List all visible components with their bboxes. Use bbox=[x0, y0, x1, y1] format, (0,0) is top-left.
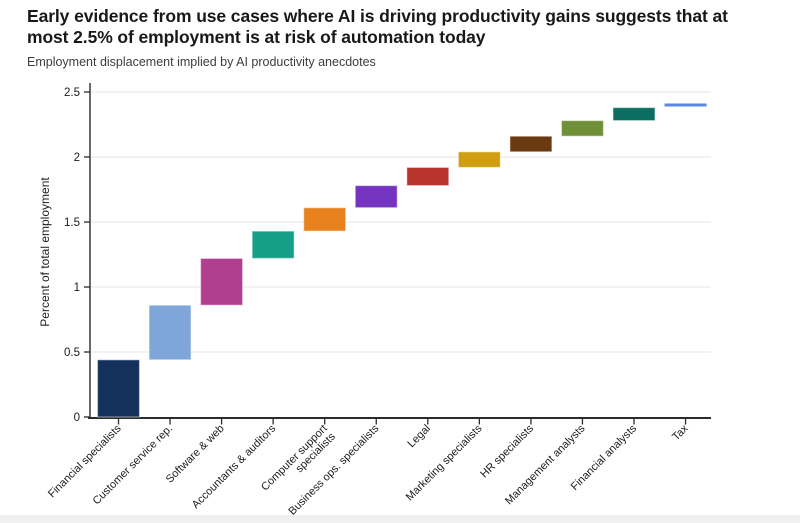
y-tick-label-0: 0 bbox=[74, 412, 80, 424]
chart-title-line-2: most 2.5% of employment is at risk of au… bbox=[27, 27, 486, 47]
bar-management-analysts bbox=[560, 119, 605, 137]
y-tick-label-0.5: 0.5 bbox=[64, 347, 80, 359]
y-tick-label-1: 1 bbox=[74, 282, 80, 294]
y-tick-label-1.5: 1.5 bbox=[64, 217, 80, 229]
y-axis-title: Percent of total employment bbox=[38, 177, 52, 327]
y-tick-label-2.5: 2.5 bbox=[64, 87, 80, 99]
chart-title-line-1: Early evidence from use cases where AI i… bbox=[27, 6, 728, 26]
chart-subtitle: Employment displacement implied by AI pr… bbox=[27, 55, 376, 69]
bar-legal bbox=[406, 166, 450, 187]
bar-business-ops-specialists bbox=[354, 184, 398, 209]
bar-computer-support-specialists bbox=[303, 207, 347, 232]
bar-financial-specialists bbox=[96, 359, 141, 418]
chart-header: Early evidence from use cases where AI i… bbox=[27, 6, 775, 69]
bar-accountants-auditors bbox=[251, 230, 295, 260]
chart-title: Early evidence from use cases where AI i… bbox=[27, 6, 775, 48]
bar-marketing-specialists bbox=[457, 151, 501, 169]
bar-software-web bbox=[200, 257, 244, 306]
x-tick-label-legal: Legal bbox=[405, 423, 433, 451]
bar-financial-analysts bbox=[612, 106, 656, 122]
bar-tax bbox=[664, 103, 707, 107]
x-tick-label-tax: Tax bbox=[670, 422, 691, 443]
bar-customer-service-rep bbox=[148, 304, 192, 361]
x-tick-label-accountants-auditors: Accountants & auditors bbox=[190, 422, 279, 511]
y-tick-label-2: 2 bbox=[74, 152, 80, 164]
x-tick-label-hr-specialists: HR specialists bbox=[478, 422, 536, 480]
bar-hr-specialists bbox=[509, 135, 553, 153]
footer-strip bbox=[0, 515, 800, 523]
